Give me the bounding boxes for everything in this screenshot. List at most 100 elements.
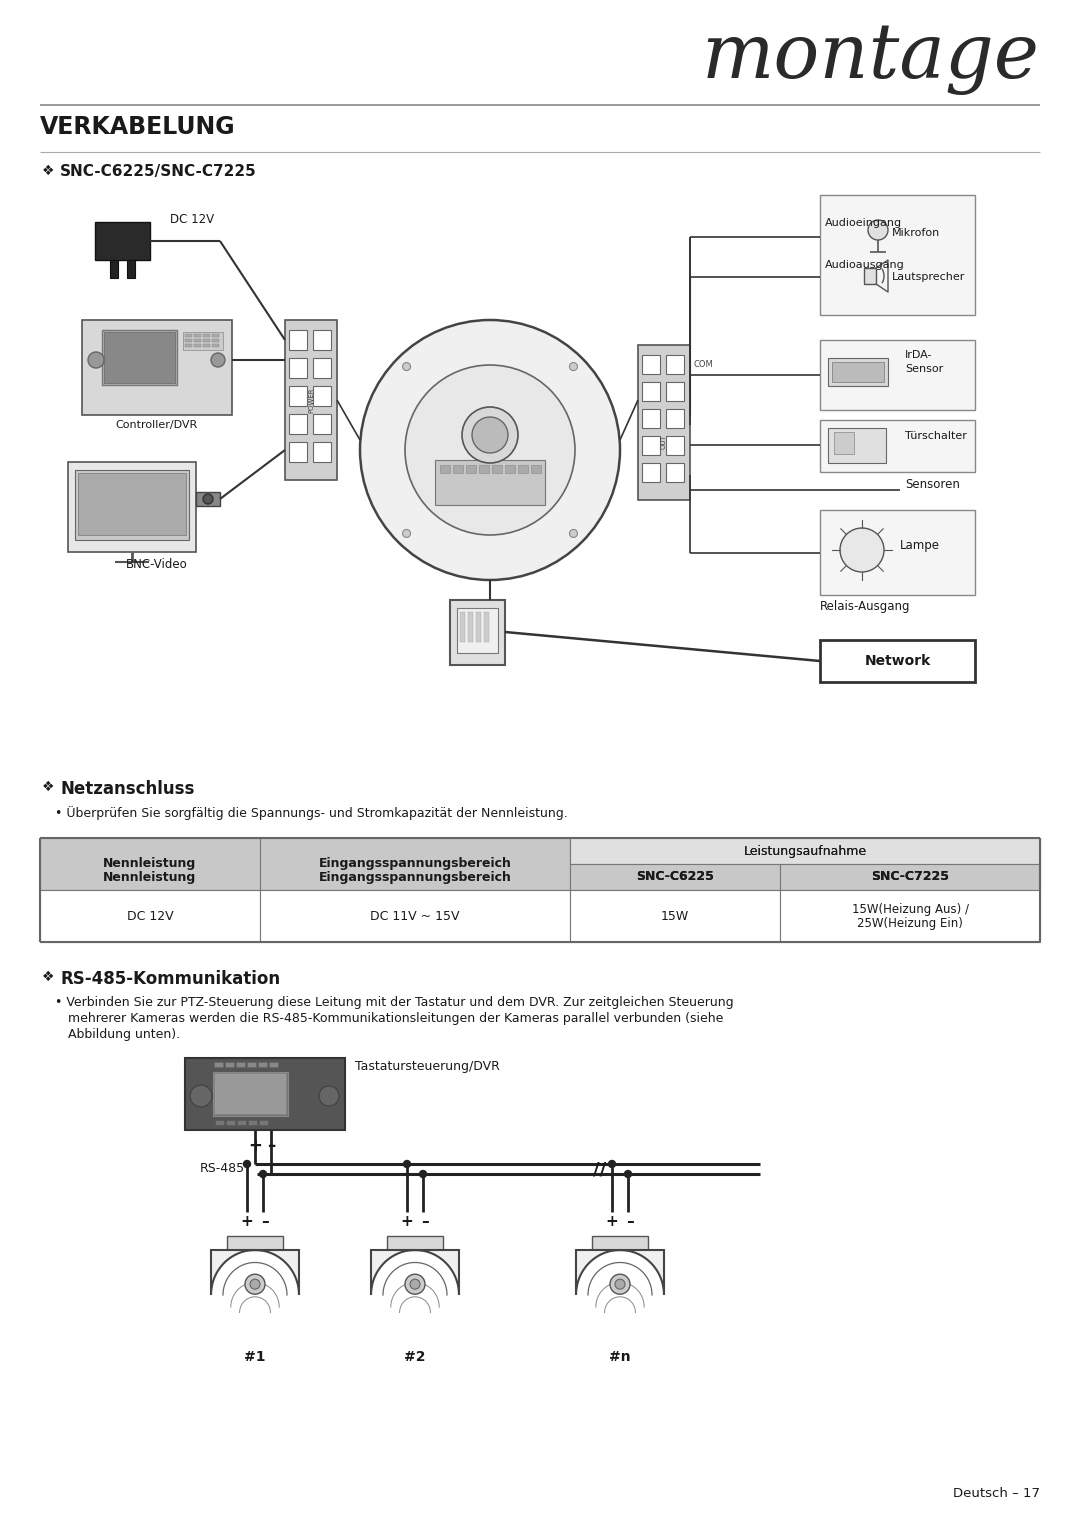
Bar xyxy=(82,320,232,415)
Bar xyxy=(666,463,684,482)
Bar xyxy=(185,338,192,341)
Bar xyxy=(440,465,450,472)
Text: • Verbinden Sie zur PTZ-Steuerung diese Leitung mit der Tastatur und dem DVR. Zu: • Verbinden Sie zur PTZ-Steuerung diese … xyxy=(55,997,733,1009)
Text: Lautsprecher: Lautsprecher xyxy=(892,271,966,282)
Text: Audioausgang: Audioausgang xyxy=(825,261,905,270)
Text: Lampe: Lampe xyxy=(900,538,940,552)
Bar xyxy=(185,344,192,347)
Bar xyxy=(95,223,150,261)
Circle shape xyxy=(615,1279,625,1289)
Bar xyxy=(75,469,189,539)
Text: Türschalter: Türschalter xyxy=(905,431,967,440)
Text: Sensor: Sensor xyxy=(905,364,943,373)
Bar xyxy=(460,613,465,642)
Bar xyxy=(780,890,1040,942)
Bar xyxy=(642,436,660,456)
Bar xyxy=(313,415,330,434)
Bar xyxy=(78,472,186,535)
Bar xyxy=(834,431,854,454)
Circle shape xyxy=(203,494,213,504)
Bar xyxy=(828,358,888,386)
Bar xyxy=(215,1120,224,1125)
Text: SNC-C7225: SNC-C7225 xyxy=(870,870,949,884)
Bar xyxy=(570,838,1040,864)
Text: +: + xyxy=(248,1137,262,1155)
Bar xyxy=(570,890,780,942)
Bar xyxy=(780,864,1040,890)
Text: SNC-C7225: SNC-C7225 xyxy=(870,870,949,884)
Bar xyxy=(247,1062,256,1067)
Text: Abbildung unten).: Abbildung unten). xyxy=(68,1029,180,1041)
Bar xyxy=(465,465,476,472)
Bar xyxy=(492,465,502,472)
Text: //: // xyxy=(593,1160,607,1178)
Bar xyxy=(453,465,463,472)
Bar xyxy=(289,442,307,462)
Circle shape xyxy=(624,1170,632,1178)
Text: OUT: OUT xyxy=(661,434,667,450)
Bar xyxy=(476,613,481,642)
Bar xyxy=(642,408,660,428)
Bar xyxy=(289,415,307,434)
Bar xyxy=(642,383,660,401)
Text: +: + xyxy=(241,1215,254,1228)
Bar xyxy=(203,334,210,337)
Text: +: + xyxy=(606,1215,619,1228)
Bar xyxy=(828,428,886,463)
Bar xyxy=(237,1120,246,1125)
Circle shape xyxy=(405,366,575,535)
Bar xyxy=(40,838,260,864)
Bar xyxy=(289,331,307,351)
Bar xyxy=(570,838,1040,864)
Bar xyxy=(531,465,541,472)
Bar xyxy=(820,195,975,315)
Text: 15W: 15W xyxy=(661,910,689,922)
Bar xyxy=(203,338,210,341)
Text: #1: #1 xyxy=(244,1350,266,1364)
Bar xyxy=(642,463,660,482)
Circle shape xyxy=(245,1274,265,1294)
Text: SNC-C6225: SNC-C6225 xyxy=(636,870,714,884)
Circle shape xyxy=(462,407,518,463)
Bar xyxy=(832,363,885,383)
Circle shape xyxy=(211,354,225,367)
Text: montage: montage xyxy=(702,21,1040,94)
Bar xyxy=(40,838,260,890)
Text: Relais-Ausgang: Relais-Ausgang xyxy=(820,600,910,613)
Circle shape xyxy=(259,1170,267,1178)
Text: Network: Network xyxy=(865,654,931,668)
Bar xyxy=(259,1120,268,1125)
Text: DC 11V ~ 15V: DC 11V ~ 15V xyxy=(370,910,460,922)
Text: RS-485-Kommunikation: RS-485-Kommunikation xyxy=(60,969,280,988)
Text: mehrerer Kameras werden die RS-485-Kommunikationsleitungen der Kameras parallel : mehrerer Kameras werden die RS-485-Kommu… xyxy=(68,1012,724,1026)
Bar xyxy=(260,838,570,864)
Text: –: – xyxy=(267,1137,275,1155)
Circle shape xyxy=(410,1279,420,1289)
Bar xyxy=(780,864,1040,890)
Circle shape xyxy=(569,529,578,538)
Circle shape xyxy=(190,1085,212,1106)
Bar xyxy=(258,1062,267,1067)
Bar xyxy=(195,492,220,506)
Bar xyxy=(104,332,175,383)
Bar xyxy=(213,1071,288,1116)
Bar xyxy=(212,334,219,337)
Bar xyxy=(505,465,515,472)
Text: POWER: POWER xyxy=(308,387,314,413)
Text: Eingangsspannungsbereich: Eingangsspannungsbereich xyxy=(319,870,512,884)
Bar xyxy=(183,332,222,351)
Circle shape xyxy=(319,1087,339,1106)
Text: SNC-C6225: SNC-C6225 xyxy=(636,870,714,884)
Circle shape xyxy=(403,363,410,370)
Bar xyxy=(387,1236,443,1250)
Polygon shape xyxy=(372,1250,459,1295)
Bar xyxy=(313,358,330,378)
Text: ❖: ❖ xyxy=(42,165,54,178)
Polygon shape xyxy=(576,1250,664,1295)
Text: 15W(Heizung Aus) /: 15W(Heizung Aus) / xyxy=(851,902,969,916)
Bar xyxy=(642,355,660,373)
Circle shape xyxy=(404,1160,410,1167)
Bar xyxy=(68,462,195,552)
Bar xyxy=(110,261,118,277)
Text: COM: COM xyxy=(693,360,713,369)
